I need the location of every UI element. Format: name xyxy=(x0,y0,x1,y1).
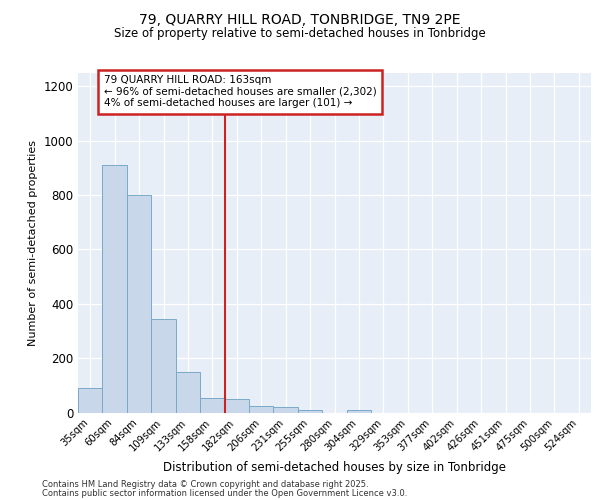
Bar xyxy=(347,410,371,412)
Y-axis label: Number of semi-detached properties: Number of semi-detached properties xyxy=(28,140,38,346)
Bar xyxy=(151,318,176,412)
Text: Size of property relative to semi-detached houses in Tonbridge: Size of property relative to semi-detach… xyxy=(114,28,486,40)
Bar xyxy=(103,165,127,412)
Text: 79 QUARRY HILL ROAD: 163sqm
← 96% of semi-detached houses are smaller (2,302)
4%: 79 QUARRY HILL ROAD: 163sqm ← 96% of sem… xyxy=(104,75,376,108)
X-axis label: Distribution of semi-detached houses by size in Tonbridge: Distribution of semi-detached houses by … xyxy=(163,462,506,474)
Text: 79, QUARRY HILL ROAD, TONBRIDGE, TN9 2PE: 79, QUARRY HILL ROAD, TONBRIDGE, TN9 2PE xyxy=(139,12,461,26)
Text: Contains HM Land Registry data © Crown copyright and database right 2025.: Contains HM Land Registry data © Crown c… xyxy=(42,480,368,489)
Bar xyxy=(249,406,274,412)
Bar xyxy=(274,407,298,412)
Bar xyxy=(200,398,224,412)
Bar xyxy=(298,410,322,412)
Text: Contains public sector information licensed under the Open Government Licence v3: Contains public sector information licen… xyxy=(42,488,407,498)
Bar xyxy=(127,195,151,412)
Bar xyxy=(224,399,249,412)
Bar xyxy=(176,372,200,412)
Bar xyxy=(78,388,103,412)
